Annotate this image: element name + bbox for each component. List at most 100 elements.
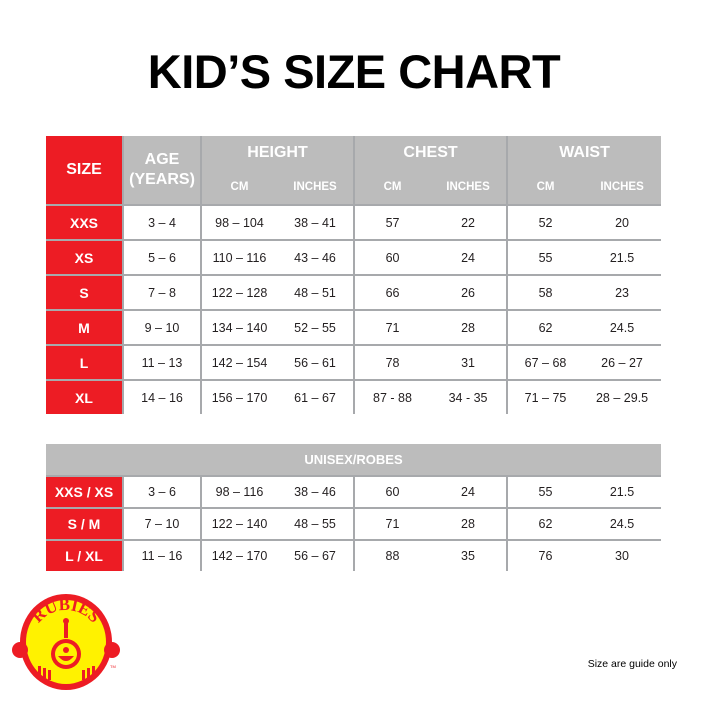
size-cell: XS	[46, 239, 123, 275]
age-cell: 7 – 8	[122, 274, 201, 310]
waist-header: WAIST	[506, 136, 662, 170]
chest-inches-cell: 34 - 35	[430, 379, 508, 414]
age-header: AGE (YEARS)	[122, 136, 201, 205]
chest-inches-cell: 24	[430, 239, 508, 275]
height-cm-cell: 134 – 140	[200, 309, 277, 345]
chest-inches-cell: 22	[430, 204, 508, 240]
waist-inches-header: INCHES	[583, 170, 662, 205]
age-cell: 3 – 4	[122, 204, 201, 240]
waist-inches-cell: 26 – 27	[583, 344, 662, 380]
size-cell: S / M	[46, 507, 123, 540]
size-cell: XXS	[46, 204, 123, 240]
table-row: L / XL 11 – 16 142 – 170 56 – 67 88 35 76 30	[46, 539, 661, 571]
waist-cm-cell: 62	[506, 507, 583, 540]
unisex-header: UNISEX/ROBES	[46, 444, 661, 476]
chest-inches-cell: 28	[430, 507, 507, 540]
chest-header: CHEST	[353, 136, 508, 170]
waist-inches-cell: 24.5	[583, 309, 662, 345]
table-row: XL 14 – 16 156 – 170 61 – 67 87 - 88 34 - 35 7…	[46, 379, 662, 414]
waist-inches-cell: 21.5	[583, 239, 662, 275]
height-inches-cell: 43 – 46	[277, 239, 355, 275]
footer-note: Size are guide only	[587, 658, 677, 670]
chest-inches-cell: 35	[430, 539, 507, 571]
waist-cm-header: CM	[506, 170, 584, 205]
size-cell: L	[46, 344, 123, 380]
chest-cm-cell: 60	[353, 475, 430, 508]
height-cm-cell: 98 – 104	[200, 204, 277, 240]
waist-inches-cell: 20	[583, 204, 662, 240]
height-cm-cell: 142 – 154	[200, 344, 277, 380]
kids-size-table: SIZE AGE (YEARS) HEIGHT CHEST WAIST CM I…	[46, 136, 662, 414]
height-inches-cell: 56 – 61	[277, 344, 355, 380]
height-inches-cell: 56 – 67	[277, 539, 354, 571]
age-cell: 3 – 6	[122, 475, 201, 508]
chest-cm-cell: 57	[353, 204, 431, 240]
chest-cm-cell: 71	[353, 309, 431, 345]
chest-cm-cell: 87 - 88	[353, 379, 431, 414]
waist-inches-cell: 21.5	[583, 475, 661, 508]
height-cm-cell: 142 – 170	[200, 539, 277, 571]
waist-inches-cell: 24.5	[583, 507, 661, 540]
waist-cm-cell: 52	[506, 204, 584, 240]
table-row: L 11 – 13 142 – 154 56 – 61 78 31 67 – 68 26 – …	[46, 344, 662, 380]
age-cell: 5 – 6	[122, 239, 201, 275]
height-inches-cell: 38 – 46	[277, 475, 354, 508]
page-title: KID’S SIZE CHART	[147, 45, 561, 98]
size-cell: M	[46, 309, 123, 345]
table-row: XXS / XS 3 – 6 98 – 116 38 – 46 60 24 55 21.5	[46, 475, 661, 508]
size-cell: L / XL	[46, 539, 123, 571]
chest-inches-cell: 24	[430, 475, 507, 508]
rubies-logo: RUBIES TM	[12, 594, 120, 690]
chest-cm-cell: 60	[353, 239, 431, 275]
table-row: XXS 3 – 4 98 – 104 38 – 41 57 22 52 20	[46, 204, 662, 240]
age-cell: 14 – 16	[122, 379, 201, 414]
age-cell: 9 – 10	[122, 309, 201, 345]
height-cm-cell: 122 – 140	[200, 507, 277, 540]
height-cm-cell: 122 – 128	[200, 274, 277, 310]
age-header-line2: (YEARS)	[129, 171, 195, 188]
age-cell: 7 – 10	[122, 507, 201, 540]
unisex-size-table: UNISEX/ROBES XXS / XS 3 – 6 98 – 116 38 – 4…	[46, 444, 661, 571]
size-cell: XL	[46, 379, 123, 414]
chest-cm-cell: 88	[353, 539, 430, 571]
height-header: HEIGHT	[199, 136, 355, 170]
size-cell: XXS / XS	[46, 475, 123, 508]
height-inches-cell: 48 – 55	[277, 507, 354, 540]
waist-cm-cell: 55	[506, 475, 583, 508]
chest-cm-cell: 71	[353, 507, 430, 540]
height-inches-header: INCHES	[277, 170, 355, 205]
height-inches-cell: 61 – 67	[277, 379, 355, 414]
waist-cm-cell: 58	[506, 274, 584, 310]
height-inches-cell: 48 – 51	[277, 274, 355, 310]
waist-inches-cell: 23	[583, 274, 662, 310]
waist-inches-cell: 28 – 29.5	[583, 379, 662, 414]
waist-cm-cell: 55	[506, 239, 584, 275]
height-inches-cell: 38 – 41	[277, 204, 355, 240]
waist-cm-cell: 71 – 75	[506, 379, 584, 414]
chest-inches-cell: 26	[430, 274, 508, 310]
svg-text:TM: TM	[110, 664, 116, 669]
age-cell: 11 – 13	[122, 344, 201, 380]
table-row: XS 5 – 6 110 – 116 43 – 46 60 24 55 21.5	[46, 239, 662, 275]
waist-cm-cell: 76	[506, 539, 583, 571]
waist-cm-cell: 67 – 68	[506, 344, 584, 380]
chest-inches-cell: 28	[430, 309, 508, 345]
height-inches-cell: 52 – 55	[277, 309, 355, 345]
age-cell: 11 – 16	[122, 539, 201, 571]
height-cm-cell: 156 – 170	[200, 379, 277, 414]
size-header: SIZE	[46, 136, 123, 205]
chest-cm-header: CM	[353, 170, 431, 205]
chest-inches-header: INCHES	[430, 170, 508, 205]
height-cm-header: CM	[200, 170, 277, 205]
chest-cm-cell: 66	[353, 274, 431, 310]
waist-cm-cell: 62	[506, 309, 584, 345]
height-cm-cell: 98 – 116	[200, 475, 277, 508]
chest-cm-cell: 78	[353, 344, 431, 380]
waist-inches-cell: 30	[583, 539, 661, 571]
chest-inches-cell: 31	[430, 344, 508, 380]
age-header-line1: AGE	[144, 151, 180, 168]
height-cm-cell: 110 – 116	[200, 239, 277, 275]
